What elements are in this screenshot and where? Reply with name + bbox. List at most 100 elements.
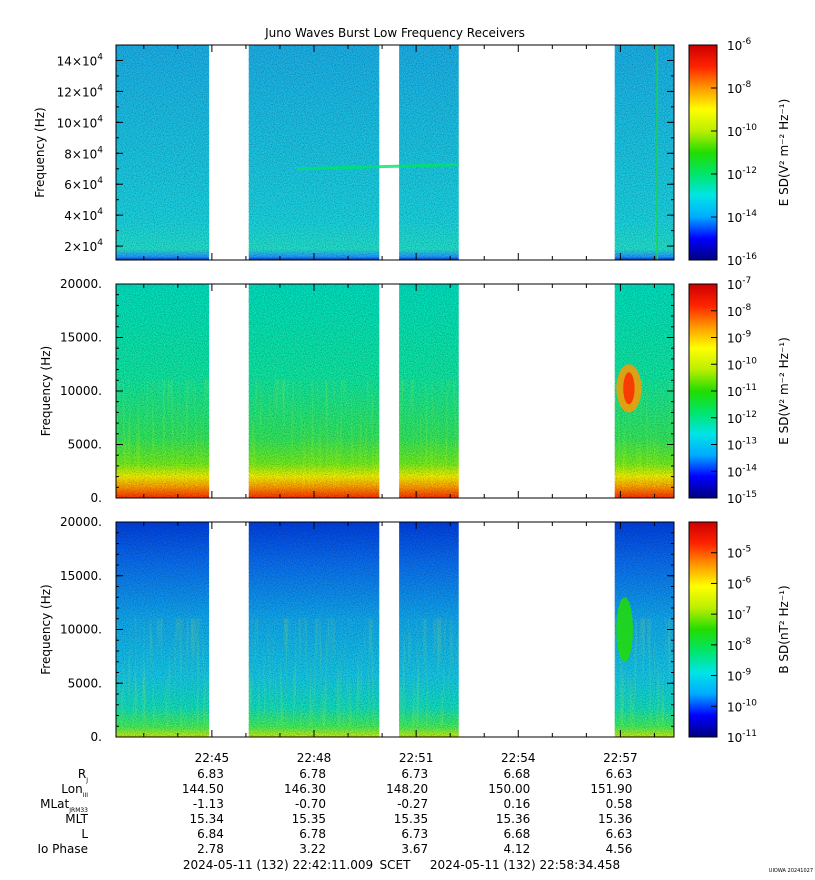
spectrogram-noise xyxy=(248,45,380,260)
ephemeris-value: 6.83 xyxy=(197,767,224,781)
colorbar-label: B SD(nT² Hz⁻¹) xyxy=(777,585,791,673)
colorbar-tick-label: 10-7 xyxy=(727,276,751,292)
colorbar-tick-label: 10-7 xyxy=(727,606,751,622)
ephemeris-label: RJ xyxy=(78,767,88,784)
ephemeris-label: MLT xyxy=(65,812,88,826)
ephemeris-value: 15.34 xyxy=(190,812,224,826)
spectrogram-streaks xyxy=(248,618,380,727)
colorbar-tick-label: 10-10 xyxy=(727,356,757,372)
colorbar xyxy=(689,522,717,737)
colorbar-tick-label: 10-13 xyxy=(727,437,757,453)
ephemeris-value: 15.36 xyxy=(496,812,530,826)
spectrogram-streaks xyxy=(116,380,210,488)
ephemeris-value: 6.84 xyxy=(197,827,224,841)
chart-title: Juno Waves Burst Low Frequency Receivers xyxy=(264,26,525,40)
x-tick-label: 22:57 xyxy=(603,751,638,765)
colorbar-tick-label: 10-6 xyxy=(727,575,752,591)
spectrogram-streaks xyxy=(399,618,459,727)
x-tick-label: 22:51 xyxy=(399,751,434,765)
spectrogram-noise xyxy=(399,45,459,260)
plot-frame xyxy=(115,44,675,261)
y-tick-label: 20000. xyxy=(60,515,102,529)
colorbar-tick-label: 10-14 xyxy=(727,463,757,479)
narrowband-emission xyxy=(296,163,459,171)
ephemeris-value: 6.78 xyxy=(299,827,326,841)
ephemeris-value: 2.78 xyxy=(197,842,224,856)
ephemeris-value: -1.13 xyxy=(193,797,224,811)
y-tick-label: 5000. xyxy=(68,676,102,690)
ephemeris-value: 15.35 xyxy=(292,812,326,826)
ephemeris-value: 4.56 xyxy=(606,842,633,856)
emission-core xyxy=(623,372,635,405)
ephemeris-value: 0.16 xyxy=(504,797,531,811)
spectrogram-streaks xyxy=(399,380,459,488)
colorbar xyxy=(689,45,717,260)
y-tick-label: 15000. xyxy=(60,569,102,583)
y-tick-label: 0. xyxy=(91,730,102,744)
ephemeris-value: -0.27 xyxy=(397,797,428,811)
colorbar-frame xyxy=(688,521,718,738)
y-tick-label: 4×104 xyxy=(64,207,103,223)
colorbar-tick-label: 10-14 xyxy=(727,209,757,225)
y-tick-label: 12×104 xyxy=(57,83,104,99)
ephemeris-value: 6.73 xyxy=(401,827,428,841)
y-axis-label: Frequency (Hz) xyxy=(39,584,53,675)
colorbar-tick-label: 10-8 xyxy=(727,303,752,319)
y-tick-label: 10000. xyxy=(60,623,102,637)
ephemeris-value: 6.63 xyxy=(606,827,633,841)
ephemeris-value: 6.63 xyxy=(606,767,633,781)
ephemeris-value: 15.35 xyxy=(394,812,428,826)
ephemeris-value: 144.50 xyxy=(182,782,224,796)
y-tick-label: 10×104 xyxy=(57,114,104,130)
ephemeris-value: 6.78 xyxy=(299,767,326,781)
y-tick-label: 14×104 xyxy=(57,52,104,68)
colorbar-tick-label: 10-12 xyxy=(727,410,757,426)
spectrogram-noise xyxy=(116,45,210,260)
colorbar-tick-label: 10-10 xyxy=(727,698,757,714)
y-tick-label: 10000. xyxy=(60,384,102,398)
y-tick-label: 15000. xyxy=(60,331,102,345)
x-tick-label: 22:48 xyxy=(297,751,332,765)
ephemeris-value: 6.68 xyxy=(504,767,531,781)
colorbar-tick-label: 10-16 xyxy=(727,252,757,268)
ephemeris-value: 4.12 xyxy=(504,842,531,856)
footer-end-time: 2024-05-11 (132) 22:58:34.458 xyxy=(430,858,620,872)
footer-start-time: 2024-05-11 (132) 22:42:11.009 xyxy=(183,858,373,872)
y-tick-label: 6×104 xyxy=(64,176,103,192)
x-tick-label: 22:45 xyxy=(195,751,230,765)
ephemeris-value: 151.90 xyxy=(590,782,632,796)
x-tick-label: 22:54 xyxy=(501,751,536,765)
ephemeris-label: LonIII xyxy=(61,782,88,799)
emission-feature xyxy=(616,597,633,662)
colorbar-tick-label: 10-9 xyxy=(727,668,752,684)
ephemeris-value: 15.36 xyxy=(598,812,632,826)
y-axis-label: Frequency (Hz) xyxy=(39,346,53,437)
footer-frame: SCET xyxy=(380,858,412,872)
y-tick-label: 2×104 xyxy=(64,238,103,254)
y-axis-label: Frequency (Hz) xyxy=(33,107,47,198)
y-tick-label: 8×104 xyxy=(64,145,103,161)
colorbar-tick-label: 10-8 xyxy=(727,637,752,653)
ephemeris-value: 3.67 xyxy=(401,842,428,856)
spectrogram-noise xyxy=(614,45,674,260)
colorbar-tick-label: 10-9 xyxy=(727,330,752,346)
ephemeris-value: 6.68 xyxy=(504,827,531,841)
spectrogram-streaks xyxy=(248,380,380,488)
spectrogram-streaks xyxy=(116,618,210,727)
colorbar-tick-label: 10-6 xyxy=(727,37,752,53)
y-tick-label: 20000. xyxy=(60,277,102,291)
colorbar-tick-label: 10-11 xyxy=(727,729,757,745)
ephemeris-value: -0.70 xyxy=(295,797,326,811)
ephemeris-value: 150.00 xyxy=(488,782,530,796)
colorbar-frame xyxy=(688,44,718,261)
colorbar-label: E SD(V² m⁻² Hz⁻¹) xyxy=(777,99,791,207)
ephemeris-value: 0.58 xyxy=(606,797,633,811)
ephemeris-label: MLatJRM33 xyxy=(40,797,88,814)
ephemeris-value: 146.30 xyxy=(284,782,326,796)
colorbar-tick-label: 10-5 xyxy=(727,545,751,561)
y-tick-label: 0. xyxy=(91,491,102,505)
colorbar-tick-label: 10-8 xyxy=(727,80,752,96)
colorbar-label: E SD(V² m⁻² Hz⁻¹) xyxy=(777,337,791,445)
colorbar-tick-label: 10-12 xyxy=(727,166,757,182)
